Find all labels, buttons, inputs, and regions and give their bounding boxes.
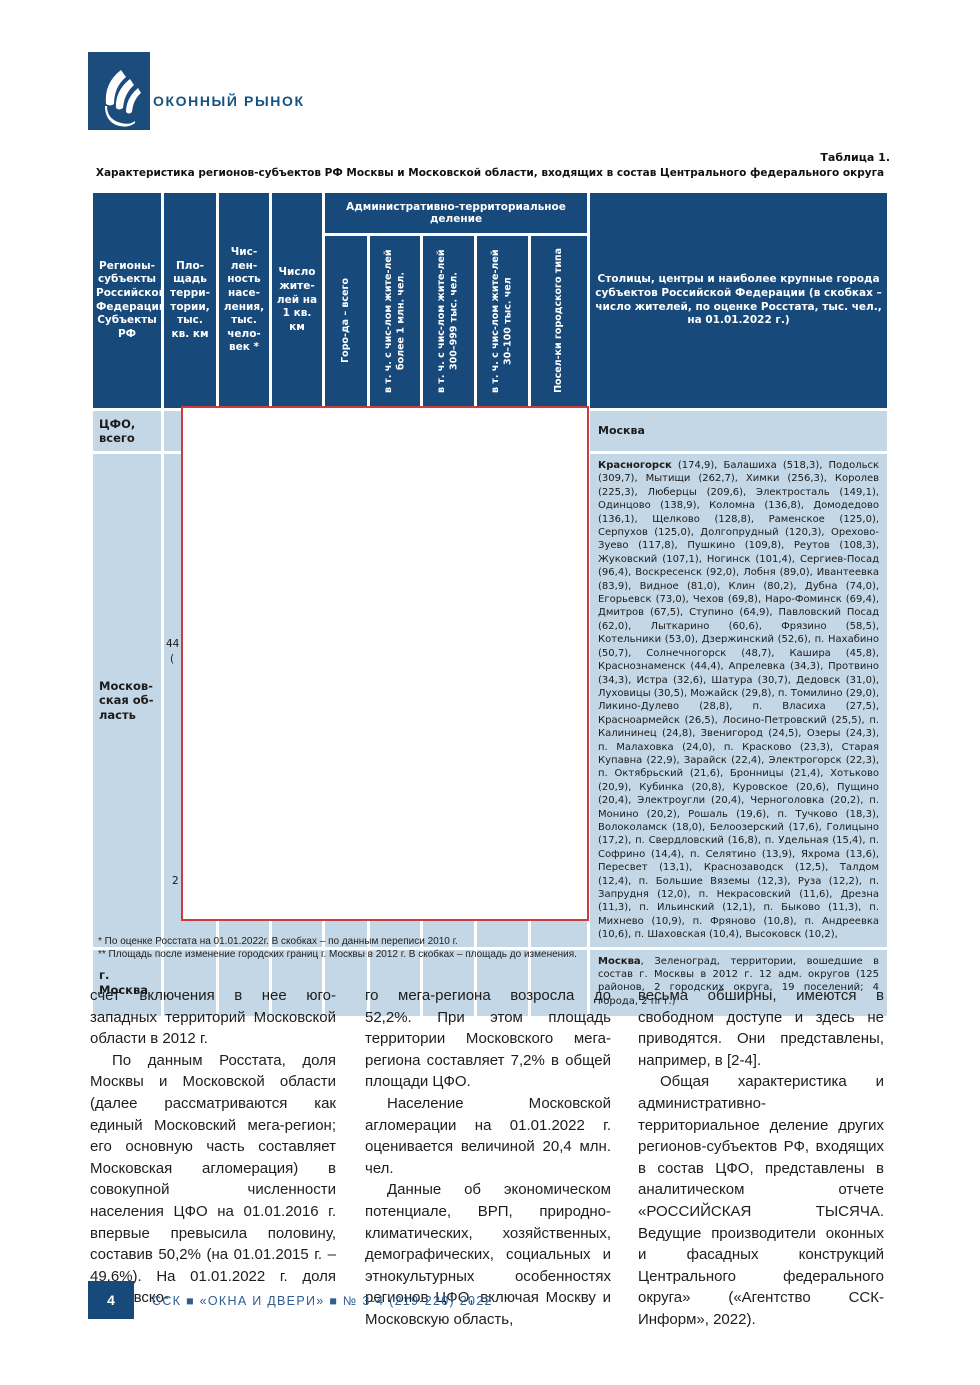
table-title: Характеристика регионов-субъектов РФ Мос… — [95, 167, 885, 179]
text-column-1: счет включения в нее юго-западных террит… — [90, 985, 336, 1309]
data-cell-covered — [531, 949, 588, 1016]
paragraph: Общая характеристика и административно-т… — [638, 1073, 884, 1328]
paragraph: По данным Росстата, доля Москвы и Москов… — [90, 1051, 336, 1307]
paragraph: счет включения в нее юго-западных террит… — [90, 987, 336, 1048]
page-number-box: 4 — [88, 1281, 134, 1319]
paragraph: Данные об экономическом потенциале, ВРП,… — [365, 1181, 611, 1328]
col-header-cities-300-999: в т. ч. с чис-лом жите-лей 300–999 тыс. … — [423, 236, 474, 408]
capitals-cell: Москва, Зеленоград, территории, вошедшие… — [590, 949, 888, 1016]
col-header-capitals: Столицы, центры и наиболее крупные город… — [590, 193, 888, 408]
region-cell: ЦФО, всего — [93, 411, 161, 451]
data-cell-covered — [325, 949, 367, 1016]
data-cell-covered — [423, 949, 474, 1016]
data-cell-covered — [370, 949, 420, 1016]
clipped-value: 2 — [172, 875, 179, 887]
text-column-3: весьма обширны, имеются в свободном дост… — [638, 985, 884, 1331]
paragraph: го мега-региона возросла до 52,2%. При э… — [365, 987, 611, 1091]
paragraph: весьма обширны, имеются в свободном дост… — [638, 987, 884, 1069]
capitals-cell: Красногорск (174,9), Балашиха (518,3), П… — [590, 454, 888, 947]
paragraph: Население Московской агломерации на 01.0… — [365, 1094, 611, 1177]
clipped-value: ( — [170, 653, 175, 665]
col-header-density: Число жите-лей на 1 кв. км — [272, 193, 322, 408]
col-header-area: Пло-щадь терри-тории, тыс. кв. км — [164, 193, 216, 408]
journal-issue-line: ССК ■ «ОКНА И ДВЕРИ» ■ № 3-4 (219-220) 2… — [152, 1294, 493, 1308]
col-header-region: Регионы-субъекты Российской Федерации Су… — [93, 193, 161, 408]
data-cell-covered — [477, 949, 528, 1016]
data-cell-covered — [219, 949, 269, 1016]
table-number-label: Таблица 1. — [820, 151, 890, 164]
footnote: * По оценке Росстата на 01.01.2022г. В с… — [98, 936, 458, 947]
table-row-moscow-city: г. Москва Москва, Зеленоград, территории… — [93, 949, 888, 1016]
redaction-box — [181, 406, 589, 921]
col-group-admin-division: Административно-территориальное деление — [325, 193, 588, 233]
publisher-logo-icon — [88, 52, 150, 130]
col-header-urban-settlements: Посел-ки городского типа — [531, 236, 588, 408]
col-header-cities-over-1mln: в т. ч. с чис-лом жите-лей более 1 млн. … — [370, 236, 420, 408]
table-footnotes: * По оценке Росстата на 01.01.2022г. В с… — [98, 936, 798, 961]
capitals-cell: Москва — [590, 411, 888, 451]
region-cell: Москов-ская об-ласть — [93, 454, 161, 947]
region-cell: г. Москва — [93, 949, 161, 1016]
col-header-cities-total: Горо-да – всего — [325, 236, 367, 408]
col-header-population: Чис-лен-ность насе-ления, тыс. чело-век … — [219, 193, 269, 408]
page-number: 4 — [107, 1292, 115, 1308]
section-title: ОКОННЫЙ РЫНОК — [153, 93, 305, 109]
data-cell-covered — [272, 949, 322, 1016]
data-cell-covered — [164, 949, 216, 1016]
col-header-cities-30-100: в т. ч. с чис-лом жите-лей 30–100 тыс. ч… — [477, 236, 528, 408]
text-column-2: го мега-региона возросла до 52,2%. При э… — [365, 985, 611, 1331]
footnote: ** Площадь после изменение городских гра… — [98, 948, 577, 960]
clipped-value: 44 — [166, 638, 180, 650]
